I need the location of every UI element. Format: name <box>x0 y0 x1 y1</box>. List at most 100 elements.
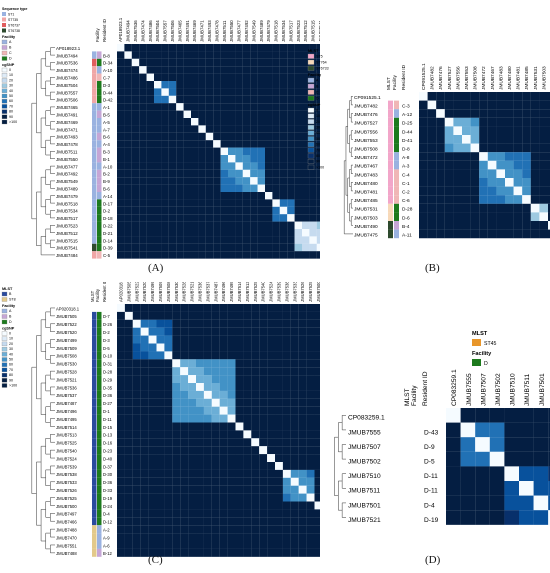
heatmap-cell <box>183 103 192 111</box>
heatmap-cell <box>117 359 125 368</box>
legend-swatch <box>1 83 8 88</box>
heatmap-cell <box>124 517 133 526</box>
resident-id-label: D-6 <box>402 215 410 221</box>
heatmap-cell <box>462 212 471 222</box>
heatmap-cell <box>548 126 550 136</box>
heatmap-cell <box>164 501 173 510</box>
heatmap-cell <box>265 118 273 126</box>
heatmap-cell <box>290 343 299 352</box>
heatmap-cell <box>250 73 258 82</box>
heatmap-cell <box>479 143 488 153</box>
heatmap-cell <box>124 525 133 534</box>
heatmap-cell <box>203 525 212 534</box>
heatmap-cell <box>203 422 212 431</box>
heatmap-cell <box>180 319 189 328</box>
heatmap-cell <box>314 304 323 312</box>
mlst-cell <box>92 390 97 399</box>
heatmap-cell <box>242 229 251 237</box>
resident-id-label: D-11 <box>424 488 438 495</box>
heatmap-cell <box>219 351 228 360</box>
heatmap-cell <box>279 140 288 148</box>
heatmap-cell <box>533 466 549 482</box>
heatmap-cell <box>213 58 221 67</box>
heatmap-cell <box>132 509 141 518</box>
panel-a-label: (A) <box>148 262 164 274</box>
heatmap-cell <box>124 493 133 502</box>
heatmap-cell <box>227 375 236 384</box>
column-header-strain: JMUB7491 <box>185 20 190 42</box>
heatmap-cell <box>505 143 514 153</box>
heatmap-cell <box>265 147 273 156</box>
heatmap-cell <box>267 446 276 455</box>
panel-c-label: (C) <box>148 554 163 566</box>
heatmap-cell <box>124 509 133 518</box>
heatmap-cell <box>479 212 488 222</box>
heatmap-cell <box>180 485 189 494</box>
heatmap-cell <box>124 192 132 200</box>
heatmap-cell <box>257 140 266 148</box>
legend-label: >100 <box>316 165 324 169</box>
column-header-strain: JMUB7471 <box>200 20 205 42</box>
heatmap-cell <box>205 229 214 237</box>
heatmap-cell <box>250 251 258 259</box>
heatmap-cell <box>161 162 169 170</box>
heatmap-cell <box>168 51 177 59</box>
heatmap-cell <box>462 92 471 101</box>
heatmap-cell <box>267 469 276 478</box>
heatmap-cell <box>294 199 303 207</box>
heatmap-cell <box>272 177 280 185</box>
strain-label: JMUB7479 <box>56 194 78 199</box>
heatmap-cell <box>267 367 276 376</box>
heatmap-cell <box>275 335 283 344</box>
column-header-strain: AP018923.1 <box>118 17 123 42</box>
heatmap-cell <box>287 81 295 89</box>
legend-label: B <box>316 84 319 88</box>
heatmap-cell <box>191 243 199 252</box>
resident-id-label: D-31 <box>103 362 113 367</box>
heatmap-cell <box>198 221 206 230</box>
heatmap-cell <box>496 195 506 204</box>
facility-cell <box>97 125 102 133</box>
heatmap-cell <box>227 438 236 447</box>
heatmap-cell <box>172 335 181 344</box>
heatmap-cell <box>235 221 243 230</box>
heatmap-cell <box>470 212 480 222</box>
heatmap-cell <box>251 541 260 549</box>
column-header-strain: JMUB7525 <box>253 282 258 302</box>
strain-label: JMUB7483 <box>354 172 378 178</box>
heatmap-cell <box>444 126 454 136</box>
heatmap-cell <box>156 517 165 526</box>
heatmap-cell <box>183 125 192 133</box>
heatmap-cell <box>306 509 315 518</box>
heatmap-cell <box>140 430 149 439</box>
heatmap-cell <box>294 132 303 141</box>
legend-swatch <box>307 95 315 101</box>
heatmap-cell <box>462 178 471 187</box>
column-header-strain: JMUB7539 <box>277 282 282 302</box>
heatmap-cell <box>205 58 214 67</box>
heatmap-cell <box>124 327 133 336</box>
legend-label: 10 <box>9 73 13 77</box>
heatmap-cell <box>172 462 181 470</box>
heatmap-cell <box>227 485 236 494</box>
heatmap-cell <box>475 408 490 423</box>
heatmap-cell <box>419 92 428 101</box>
strain-label: JMUB7492 <box>56 172 78 177</box>
heatmap-cell <box>140 533 149 542</box>
legend-swatch <box>307 119 315 125</box>
heatmap-cell <box>117 406 125 415</box>
heatmap-cell <box>275 501 283 510</box>
heatmap-cell <box>259 548 268 557</box>
heatmap-cell <box>196 422 204 431</box>
heatmap-cell <box>148 438 157 447</box>
legend-swatch <box>1 383 8 388</box>
mlst-cell <box>92 359 97 368</box>
heatmap-cell <box>250 140 258 148</box>
heatmap-cell <box>522 100 531 110</box>
heatmap-cell <box>198 243 206 252</box>
heatmap-cell <box>504 437 520 452</box>
heatmap-cell <box>235 446 244 455</box>
heatmap-cell <box>227 454 236 463</box>
heatmap-cell <box>164 493 173 502</box>
heatmap-cell <box>272 206 280 215</box>
